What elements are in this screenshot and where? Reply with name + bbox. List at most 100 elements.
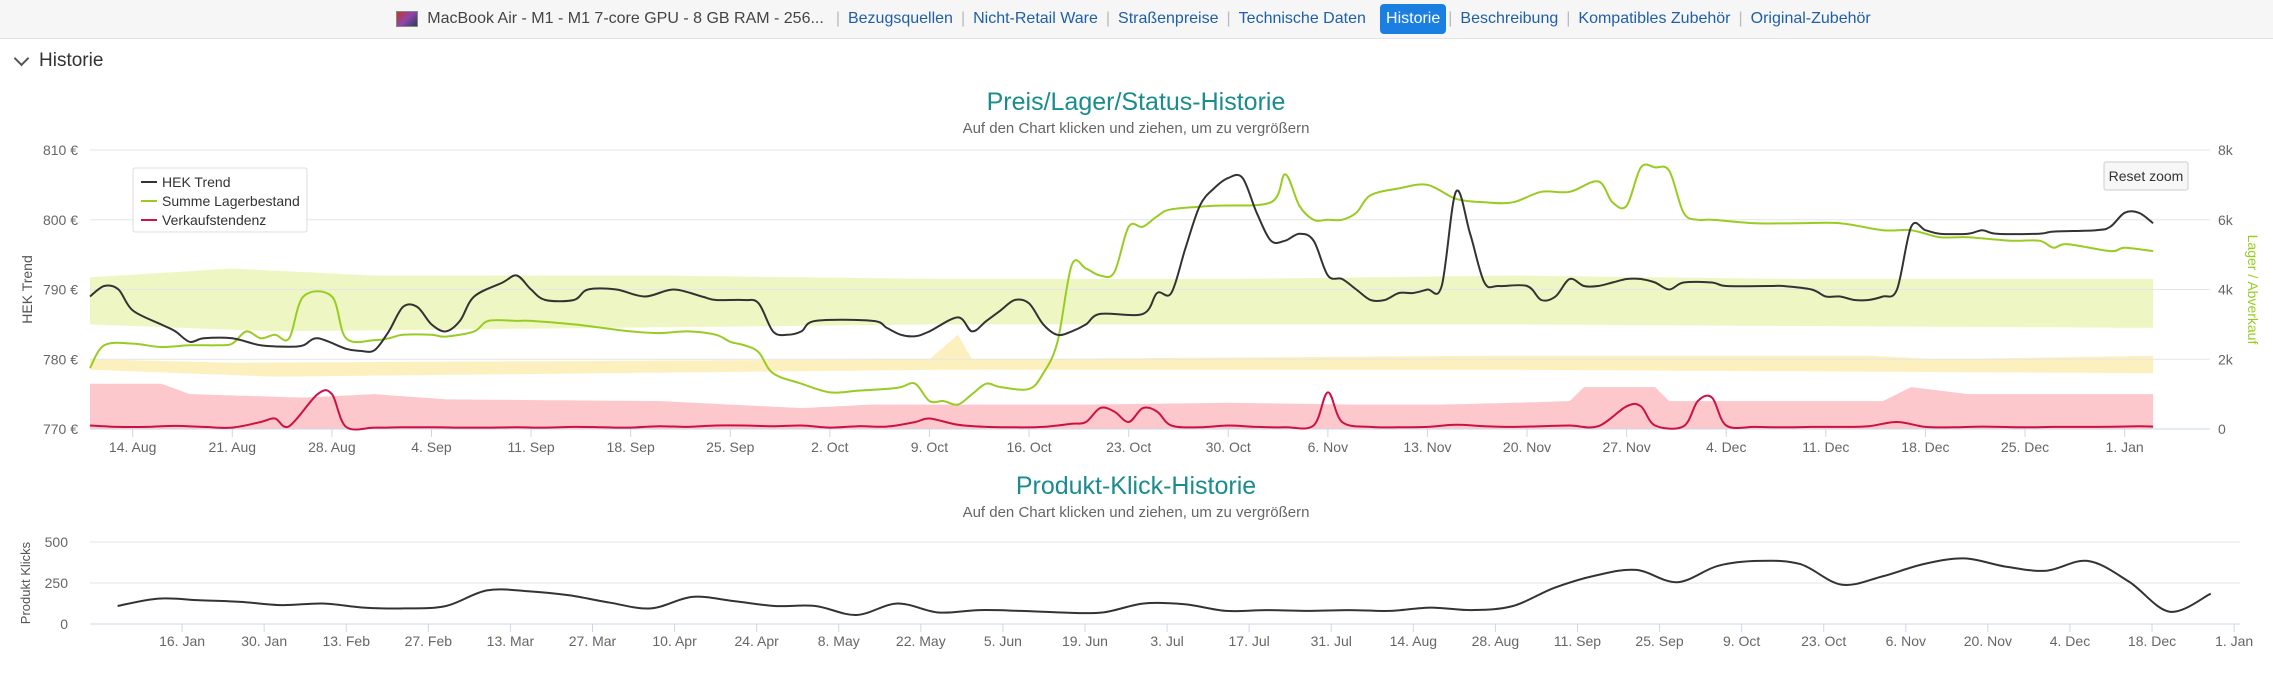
chart-subtitle: Auf den Chart klicken und ziehen, um zu … <box>963 504 1310 521</box>
x-tick-label: 28. Aug <box>308 439 356 455</box>
y-tick-left: 780 € <box>43 351 78 367</box>
x-tick-label: 18. Dec <box>2128 633 2176 649</box>
product-breadcrumb[interactable]: MacBook Air - M1 - M1 7-core GPU - 8 GB … <box>396 10 824 28</box>
x-tick-label: 16. Oct <box>1006 439 1051 455</box>
series-line-produkt-klicks <box>117 557 2212 617</box>
y-tick: 0 <box>60 616 68 632</box>
x-tick-label: 27. Feb <box>405 633 453 649</box>
x-tick-label: 16. Jan <box>159 633 205 649</box>
x-tick-label: 13. Nov <box>1403 439 1451 455</box>
x-tick-label: 30. Jan <box>241 633 287 649</box>
x-tick-label: 5. Jun <box>984 633 1022 649</box>
legend-box <box>132 167 308 233</box>
x-tick-label: 1. Jan <box>2215 633 2253 649</box>
legend-item: Verkaufstendenz <box>162 212 266 228</box>
x-tick-label: 18. Dec <box>1901 439 1949 455</box>
y-tick-right: 4k <box>2218 282 2234 298</box>
y-tick-right: 2k <box>2218 351 2234 367</box>
x-tick-label: 11. Dec <box>1802 439 1849 455</box>
x-tick-label: 23. Oct <box>1106 439 1151 455</box>
x-tick-label: 31. Jul <box>1311 633 1352 649</box>
price-stock-chart[interactable]: Preis/Lager/Status-Historie Auf den Chart… <box>0 80 2273 460</box>
nav-separator: | <box>1738 10 1743 27</box>
nav-link-historie[interactable]: Historie <box>1380 4 1447 34</box>
legend-item: HEK Trend <box>162 174 230 190</box>
x-tick-label: 20. Nov <box>1503 439 1551 455</box>
chart-legend: HEK Trend Summe Lagerbestand Verkaufstende… <box>132 167 308 233</box>
y-axis-label: Produkt Klicks <box>18 541 33 624</box>
x-tick-label: 28. Aug <box>1472 633 1520 649</box>
x-tick-label: 4. Sep <box>411 439 452 455</box>
reset-zoom-bg <box>2103 161 2189 191</box>
nav-separator: | <box>1566 10 1571 27</box>
section-title: Historie <box>39 50 104 71</box>
nav-link-nicht-retail[interactable]: Nicht-Retail Ware <box>973 10 1098 27</box>
chevron-down-icon <box>13 50 30 66</box>
x-tick-label: 4. Dec <box>1706 439 1746 455</box>
x-tick-label: 9. Oct <box>911 439 948 455</box>
x-tick-label: 18. Sep <box>607 439 655 455</box>
x-tick-label: 23. Oct <box>1801 633 1846 649</box>
nav-separator: | <box>960 10 966 27</box>
series-line-hek-trend <box>89 173 2154 353</box>
nav-separator: | <box>1448 10 1453 27</box>
x-tick-label: 27. Mar <box>569 633 617 649</box>
nav-link-bezugsquellen[interactable]: Bezugsquellen <box>847 10 953 27</box>
chart-title: Preis/Lager/Status-Historie <box>987 88 1286 116</box>
x-tick-label: 19. Jun <box>1062 633 1108 649</box>
legend-item: Summe Lagerbestand <box>162 193 300 209</box>
x-tick-label: 30. Oct <box>1206 439 1251 455</box>
x-tick-label: 1. Jan <box>2106 439 2144 455</box>
x-tick-label: 24. Apr <box>734 633 779 649</box>
x-tick-label: 11. Sep <box>1554 633 1601 649</box>
click-history-chart[interactable]: Produkt-Klick-Historie Auf den Chart klic… <box>0 470 2273 670</box>
y-tick-left: 790 € <box>43 282 78 298</box>
nav-separator: | <box>835 10 840 27</box>
x-tick-label: 21. Aug <box>209 439 257 455</box>
nav-separator: | <box>1226 10 1231 27</box>
x-tick-label: 25. Dec <box>2001 439 2049 455</box>
y-tick: 500 <box>45 534 69 550</box>
y-tick-left: 810 € <box>43 142 78 158</box>
product-thumbnail <box>396 11 419 27</box>
x-tick-label: 13. Mar <box>487 633 535 649</box>
x-tick-label: 17. Jul <box>1229 633 1270 649</box>
y-tick-left: 770 € <box>43 421 78 437</box>
x-tick-label: 27. Nov <box>1603 439 1651 455</box>
section-toggle-historie[interactable]: Historie <box>12 50 103 72</box>
x-tick-label: 11. Sep <box>507 439 554 455</box>
x-tick-label: 9. Oct <box>1723 633 1760 649</box>
y-tick-right: 0 <box>2218 421 2226 437</box>
x-tick-label: 6. Nov <box>1308 439 1348 455</box>
x-tick-label: 6. Nov <box>1886 633 1926 649</box>
product-label: MacBook Air - M1 - M1 7-core GPU - 8 GB … <box>427 10 824 27</box>
x-tick-label: 22. May <box>896 633 946 649</box>
y-axis-right-label: Lager / Abverkauf <box>2245 235 2261 345</box>
y-axis-left-label: HEK Trend <box>19 255 35 323</box>
series-line-verkaufstendenz <box>89 389 2154 431</box>
chart-title: Produkt-Klick-Historie <box>1016 472 1256 500</box>
x-tick-label: 8. May <box>818 633 860 649</box>
nav-link-beschreibung[interactable]: Beschreibung <box>1460 10 1559 27</box>
reset-zoom-label: Reset zoom <box>2109 168 2184 184</box>
status-band-red <box>90 383 2154 429</box>
nav-link-original-zubehoer[interactable]: Original-Zubehör <box>1750 10 1871 27</box>
x-tick-label: 4. Dec <box>2050 633 2090 649</box>
status-band-yellow <box>90 334 2154 377</box>
chart-subtitle: Auf den Chart klicken und ziehen, um zu … <box>963 120 1310 137</box>
product-nav: MacBook Air - M1 - M1 7-core GPU - 8 GB … <box>0 0 2273 39</box>
y-tick-right: 8k <box>2218 142 2234 158</box>
x-tick-label: 14. Aug <box>1390 633 1438 649</box>
reset-zoom-button[interactable]: Reset zoom <box>2103 161 2189 191</box>
x-tick-label: 25. Sep <box>706 439 754 455</box>
y-tick-left: 800 € <box>43 212 78 228</box>
x-tick-label: 25. Sep <box>1635 633 1683 649</box>
x-tick-label: 20. Nov <box>1964 633 2012 649</box>
y-tick: 250 <box>45 575 69 591</box>
nav-link-kompatibles-zubehoer[interactable]: Kompatibles Zubehör <box>1578 10 1731 27</box>
nav-link-strassenpreise[interactable]: Straßenpreise <box>1118 10 1219 27</box>
nav-link-technische-daten[interactable]: Technische Daten <box>1238 10 1366 27</box>
x-tick-label: 3. Jul <box>1150 633 1183 649</box>
x-tick-label: 13. Feb <box>323 633 371 649</box>
status-band-green <box>90 268 2154 332</box>
